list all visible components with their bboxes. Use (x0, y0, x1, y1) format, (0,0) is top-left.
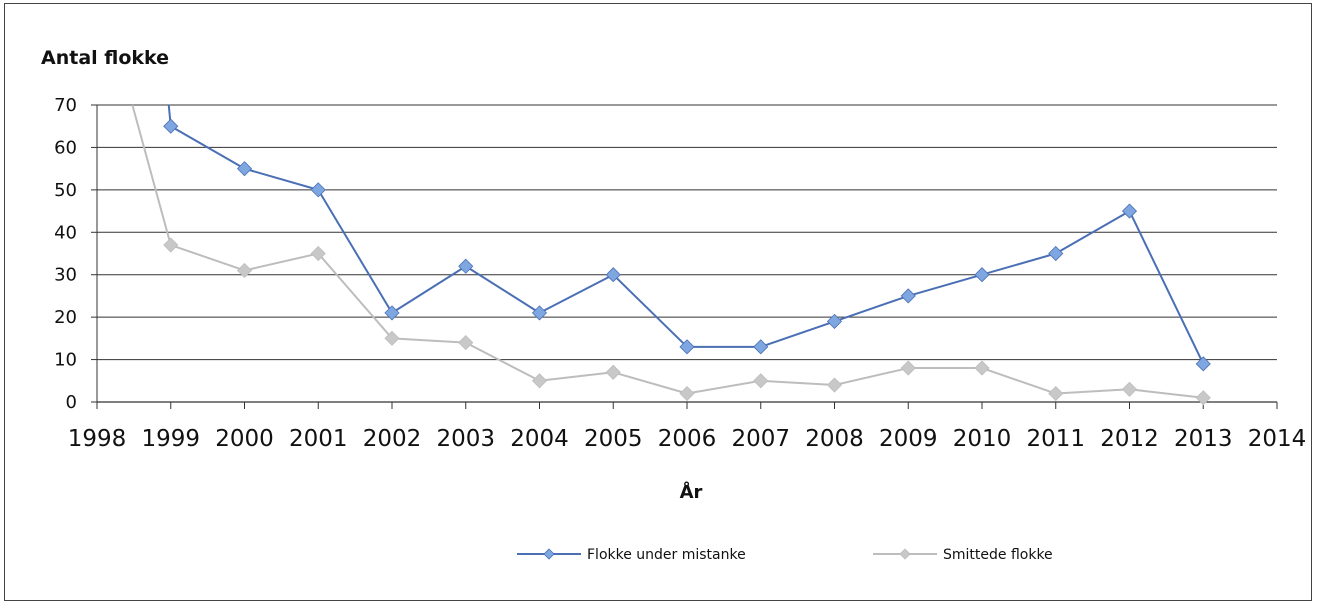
data-point-2008 (826, 313, 843, 329)
data-point-2012 (1121, 381, 1138, 397)
x-tick-label: 2011 (1026, 426, 1085, 452)
x-tick-label: 2009 (879, 426, 938, 452)
y-tick-label: 0 (66, 392, 77, 413)
series-line (170, 244, 1204, 399)
data-point-2009 (900, 360, 916, 376)
y-tick-labels: 0 10 20 30 40 50 60 70 (54, 95, 77, 413)
y-tick-label: 50 (54, 180, 77, 201)
series-2 (131, 104, 1211, 406)
data-point-2004 (531, 373, 548, 389)
legend: Flokke under mistanke Smittede flokke (517, 547, 1053, 563)
x-tick-label: 2010 (953, 426, 1012, 452)
x-tick-label: 1998 (68, 426, 127, 452)
data-point-2013 (1195, 356, 1211, 372)
data-point-2006 (679, 385, 695, 402)
data-point-2002 (384, 305, 400, 321)
data-point-2008 (826, 377, 843, 393)
y-tick-label: 30 (54, 265, 77, 286)
data-point-2003 (458, 335, 474, 351)
x-tick-label: 1999 (141, 426, 200, 452)
data-point-2002 (384, 330, 400, 346)
data-point-2001 (310, 182, 326, 198)
x-tick-label: 2008 (805, 426, 864, 452)
chart-frame: Antal flokke 0 10 20 30 40 50 60 70 1998 1999 200… (4, 3, 1312, 601)
legend-marker (543, 548, 555, 560)
x-axis-title: År (680, 480, 703, 503)
y-tick-label: 40 (54, 222, 77, 243)
data-point-2011 (1048, 245, 1064, 262)
data-point-2013 (1195, 390, 1211, 406)
data-point-2000 (236, 161, 253, 177)
data-point-2000 (236, 262, 253, 279)
x-tick-label: 2014 (1248, 426, 1307, 452)
x-tick-label: 2007 (731, 426, 790, 452)
data-point-2001 (310, 245, 326, 262)
data-point-2011 (1048, 385, 1064, 402)
gridlines (97, 104, 1277, 361)
x-tick-label: 2001 (289, 426, 348, 452)
y-tick-label: 20 (54, 307, 77, 328)
series-entry-segment (131, 104, 172, 246)
legend-item-2: Smittede flokke (873, 547, 1053, 563)
x-tick-label: 2013 (1174, 426, 1233, 452)
data-point-2007 (753, 373, 769, 389)
y-axis-title: Antal flokke (41, 47, 169, 69)
x-tick-label: 2005 (584, 426, 643, 452)
axes (91, 104, 1278, 409)
data-point-2006 (679, 339, 695, 355)
legend-label: Smittede flokke (943, 547, 1053, 563)
data-point-1999 (163, 237, 179, 253)
data-point-1999 (163, 118, 179, 134)
data-point-2010 (974, 267, 990, 283)
data-point-2012 (1121, 203, 1138, 219)
legend-label: Flokke under mistanke (587, 547, 746, 563)
data-point-2009 (900, 288, 916, 304)
data-point-2005 (605, 267, 621, 283)
x-tick-label: 2003 (436, 426, 495, 452)
y-tick-label: 70 (54, 95, 77, 116)
x-tick-labels: 1998 1999 2000 2001 2002 2003 2004 2005 2006 2007… (68, 426, 1307, 452)
y-tick-label: 60 (54, 137, 77, 158)
series-group (131, 104, 1211, 406)
legend-marker (899, 548, 911, 560)
x-tick-label: 2000 (215, 426, 274, 452)
data-point-2003 (458, 258, 474, 274)
x-tick-label: 2006 (658, 426, 717, 452)
legend-item-1: Flokke under mistanke (517, 547, 746, 563)
series-1 (163, 104, 1211, 372)
data-point-2005 (605, 364, 621, 380)
x-tick-label: 2012 (1100, 426, 1159, 452)
series-line (170, 125, 1205, 365)
data-point-2007 (753, 339, 769, 355)
x-tick-label: 2002 (363, 426, 422, 452)
x-tick-label: 2004 (510, 426, 569, 452)
line-chart: Antal flokke 0 10 20 30 40 50 60 70 1998 1999 200… (41, 47, 1307, 563)
data-point-2004 (531, 305, 548, 321)
data-point-2010 (974, 360, 990, 376)
y-tick-label: 10 (54, 350, 77, 371)
